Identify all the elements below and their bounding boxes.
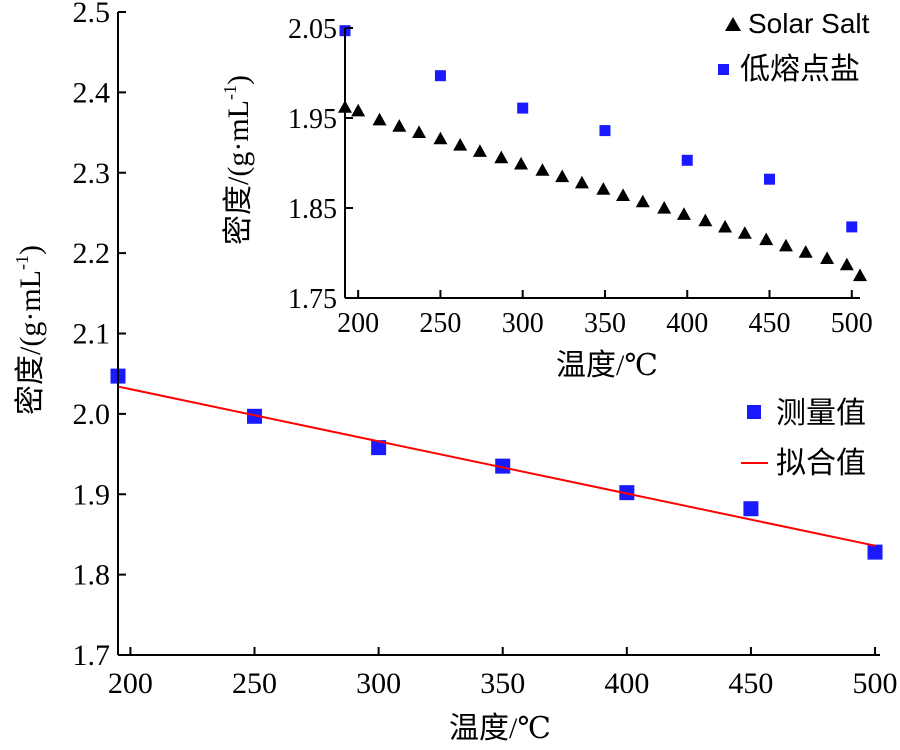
legend-marker-solar-salt [725,17,741,31]
inset-tick-labels: 200 250 300 350 400 450 500 1.75 1.85 1.95 2.05 [288,14,873,339]
inset-x-tick-label: 250 [419,308,461,339]
inset-series-0-point [535,163,550,176]
inset-legend: Solar Salt 低熔点盐 [718,8,870,86]
main-x-axis-label: 温度/℃ [449,712,551,745]
main-x-tick-label: 400 [604,667,649,700]
main-tick-labels: 200 250 300 350 400 450 500 1.7 1.8 1.9 2.0 2.1 2.2 2… [73,0,898,700]
inset-series-0-point [555,169,570,183]
inset-x-tick-label: 450 [749,308,791,339]
inset-series-1-point [517,102,529,114]
main-y-tick-label: 2.0 [73,398,111,431]
main-marks [110,368,883,560]
legend-label-solar-salt: Solar Salt [748,8,870,39]
main-x-tick-label: 300 [356,667,401,700]
main-y-tick-label: 2.5 [73,0,111,29]
inset-series-0-point [472,144,487,157]
inset-series-1-point [846,221,858,233]
main-series-0-point [247,408,263,424]
inset-series-0-point [698,213,713,227]
inset-series-0-point [596,182,611,195]
inset-y-tick-label: 2.05 [288,14,337,45]
inset-x-tick-label: 300 [502,308,544,339]
main-axes [117,11,880,656]
legend-marker-measured [747,405,761,419]
main-y-tick-label: 2.1 [73,318,111,351]
main-y-tick-label: 2.4 [73,76,111,109]
legend-label-fitted: 拟合值 [776,447,866,480]
main-series-0-point [371,440,387,456]
inset-series-0-point [839,257,854,271]
inset-series-0-point [514,156,529,170]
legend-marker-low-melting-salt [718,64,729,75]
main-x-tick-label: 250 [232,667,277,700]
main-y-axis-label-sup: -1 [12,255,32,270]
inset-series-0-point [351,103,366,117]
inset-series-0-point [778,238,793,252]
inset-marks [338,25,867,282]
main-y-axis-label: 密度/(g·mL-1) [12,245,47,415]
main-y-tick-label: 2.3 [73,157,111,190]
main-series-0-point [495,458,511,474]
inset-series-0-point [433,131,448,145]
inset-series-0-point [798,245,813,258]
inset-series-0-point [676,207,691,220]
inset-series-0-point [657,201,672,214]
inset-x-tick-label: 350 [584,308,626,339]
inset-series-0-point [574,175,589,189]
main-y-tick-label: 1.9 [73,478,111,511]
inset-y-axis-label-sup: -1 [220,85,240,100]
inset-series-1-point [764,173,776,185]
inset-series-0-point [494,150,509,164]
inset-series-0-point [718,219,733,233]
inset-x-tick-label: 400 [666,308,708,339]
inset-chart: 200 250 300 350 400 450 500 1.75 1.85 1.95 2.05 温度… [220,8,873,382]
inset-y-axis-label: 密度/(g·mL-1) [220,75,255,245]
inset-x-tick-label: 200 [337,308,379,339]
main-y-tick-label: 2.2 [73,237,111,270]
main-x-tick-label: 350 [480,667,525,700]
inset-y-tick-label: 1.85 [288,194,337,225]
inset-series-0-point [737,226,752,239]
main-x-tick-label: 500 [853,667,898,700]
main-series-1-fit-line [117,385,876,547]
inset-series-0-point [820,251,835,264]
inset-series-1-point [681,154,693,166]
main-x-tick-label: 450 [728,667,773,700]
inset-x-tick-label: 500 [831,308,873,339]
legend-label-measured: 测量值 [776,397,866,430]
inset-y-tick-label: 1.95 [288,104,337,135]
inset-series-0-point [635,194,650,208]
main-x-tick-label: 200 [108,667,153,700]
inset-x-axis-label: 温度/℃ [556,349,658,382]
inset-series-1-point [434,70,446,82]
main-y-tick-label: 1.7 [73,639,111,672]
main-y-tick-label: 1.8 [73,559,111,592]
inset-series-0-point [616,188,631,201]
main-legend: 测量值 拟合值 [741,397,866,480]
inset-series-0-point [392,119,407,132]
inset-series-0-point [372,112,387,126]
inset-series-0-point [853,268,867,282]
inset-series-1-point [599,125,611,137]
main-series-0-point [743,501,759,517]
inset-y-tick-label: 1.75 [288,284,337,315]
legend-label-low-melting-salt: 低熔点盐 [740,53,860,86]
inset-axes [344,27,860,299]
inset-series-0-point [412,125,427,138]
inset-series-0-point [759,232,774,246]
main-series-0-point [867,544,883,560]
inset-series-0-point [453,138,468,151]
main-chart: 200 250 300 350 400 450 500 1.7 1.8 1.9 2.0 2.1 2.2 2… [12,0,898,745]
